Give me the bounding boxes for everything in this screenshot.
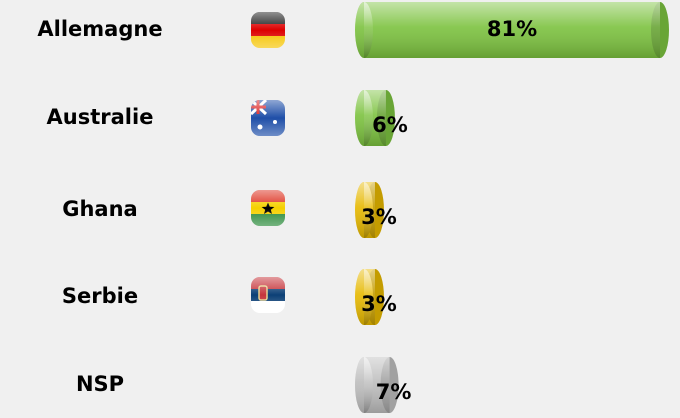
category-label: Allemagne	[37, 17, 162, 41]
value-label: 3%	[361, 205, 397, 229]
category-label: Australie	[47, 105, 154, 129]
category-label: Serbie	[62, 284, 138, 308]
flag-ghana	[251, 190, 285, 226]
flag-serbia	[251, 277, 285, 313]
bar	[355, 2, 669, 58]
value-label: 81%	[487, 17, 537, 41]
value-label: 3%	[361, 292, 397, 316]
bar	[355, 357, 399, 413]
category-label: Ghana	[62, 197, 137, 221]
bar	[355, 182, 384, 238]
value-label: 6%	[372, 113, 408, 137]
category-label: NSP	[76, 372, 124, 396]
value-label: 7%	[376, 380, 412, 404]
bar	[355, 269, 384, 325]
flag-germany	[251, 12, 285, 48]
flag-australia	[251, 100, 285, 136]
bar	[355, 90, 395, 146]
